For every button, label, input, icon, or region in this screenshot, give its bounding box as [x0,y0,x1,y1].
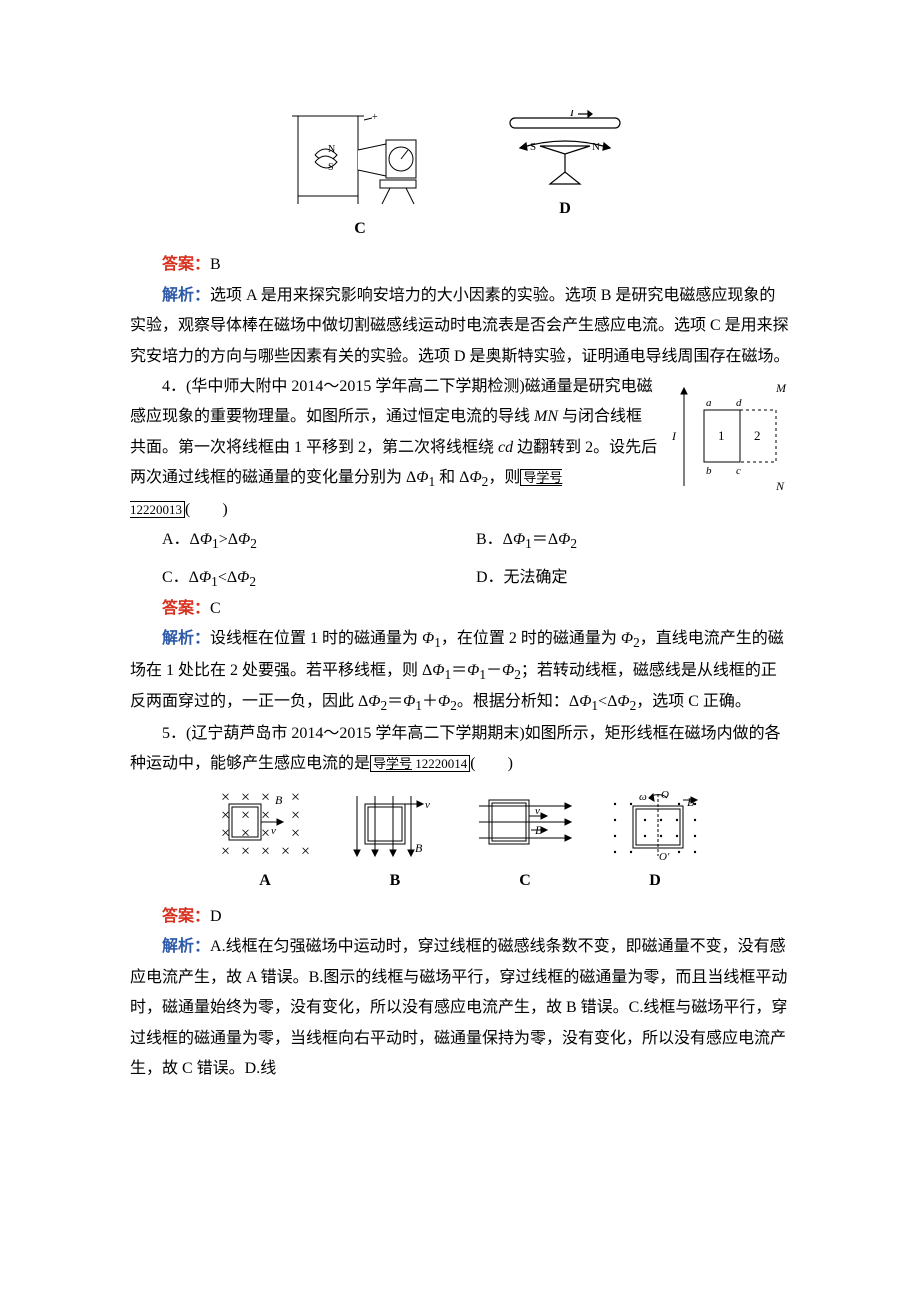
q5-figure-c: v B C [475,790,575,896]
figD-label-S: S [530,141,536,153]
svg-text:c: c [736,465,741,477]
svg-text:×: × [301,843,310,860]
q4-option-a: A．ΔΦ1>ΔΦ2 [162,525,476,557]
q3-figure-row: N S + C I [130,110,790,244]
svg-text:N: N [775,479,785,493]
answer-label: 答案： [162,600,210,617]
svg-text:ω: ω [639,791,647,803]
q4-options: A．ΔΦ1>ΔΦ2 B．ΔΦ1＝ΔΦ2 C．ΔΦ1<ΔΦ2 D．无法确定 [162,525,790,594]
q5-labelB: B [390,866,401,896]
figure-c-container: N S + C [290,110,430,244]
q5-figA-svg: ×××× ×××× ×××× ××××× B v [215,790,315,862]
svg-text:×: × [291,790,300,806]
answer-label: 答案： [162,908,210,925]
svg-text:+: + [372,112,378,123]
svg-text:O′: O′ [659,851,670,862]
q5-figure-a: ×××× ×××× ×××× ××××× B v A [215,790,315,896]
svg-text:×: × [261,825,270,842]
svg-text:1: 1 [718,428,725,443]
q5-answer: D [210,908,222,925]
svg-text:×: × [291,807,300,824]
svg-text:×: × [241,807,250,824]
q5-figure-b: v B B [345,790,445,896]
q4-answer: C [210,600,221,617]
svg-text:S: S [328,162,334,173]
explain-label: 解析： [162,938,210,955]
q5-figC-svg: v B [475,790,575,862]
figure-c-svg: N S + [290,110,430,210]
svg-text:B: B [415,841,423,855]
q4-figure-svg: M N I a d b c 1 2 [670,380,790,495]
q4-option-c: C．ΔΦ1<ΔΦ2 [162,563,476,595]
svg-text:×: × [241,825,250,842]
svg-text:v: v [271,825,276,837]
q4-option-d: D．无法确定 [476,563,790,595]
svg-text:N: N [328,144,335,155]
svg-text:×: × [261,790,270,806]
q5-figure-d: ω O B O′ D [605,790,705,896]
figure-d-container: I S N D [500,110,630,244]
svg-text:×: × [221,843,230,860]
figD-label-N: N [592,141,600,153]
q5-exp-text: A.线框在匀强磁场中运动时，穿过线框的磁感线条数不变，即磁通量不变，没有感应电流… [130,938,787,1077]
q5-answer-line: 答案：D [130,902,790,932]
q3-answer: B [210,256,221,273]
svg-text:×: × [261,807,270,824]
q5-labelA: A [259,866,271,896]
svg-text:d: d [736,397,742,409]
svg-text:B: B [275,793,283,807]
q4-option-b: B．ΔΦ1＝ΔΦ2 [476,525,790,557]
svg-text:×: × [261,843,270,860]
figure-d-svg: I S N [500,110,630,190]
svg-text:b: b [706,465,712,477]
q5-labelC: C [519,866,531,896]
q4-explanation: 解析：设线框在位置 1 时的磁通量为 Φ1，在位置 2 时的磁通量为 Φ2，直线… [130,624,790,719]
q5-explanation: 解析：A.线框在匀强磁场中运动时，穿过线框的磁感线条数不变，即磁通量不变，没有感… [130,932,790,1084]
svg-text:2: 2 [754,428,761,443]
q4-figure: M N I a d b c 1 2 [670,380,790,495]
explain-label: 解析： [162,630,210,647]
q4-block: M N I a d b c 1 2 4．(华中师大附中 2014～2015 学年… [130,372,790,525]
q5-figure-row: ×××× ×××× ×××× ××××× B v A [130,790,790,896]
svg-text:×: × [291,825,300,842]
answer-label: 答案： [162,256,210,273]
explain-label: 解析： [162,287,210,304]
svg-text:O: O [661,790,669,801]
svg-text:×: × [241,843,250,860]
figure-d-label: D [559,194,571,224]
q5-labelD: D [649,866,661,896]
q5-figD-svg: ω O B O′ [605,790,705,862]
svg-text:M: M [775,381,787,395]
svg-text:×: × [281,843,290,860]
svg-text:I: I [671,429,677,443]
q3-explanation: 解析：选项 A 是用来探究影响安培力的大小因素的实验。选项 B 是研究电磁感应现… [130,281,790,372]
figure-c-label: C [354,214,366,244]
q5-stem: 5．(辽宁葫芦岛市 2014～2015 学年高二下学期期末)如图所示，矩形线框在… [130,719,790,780]
q5-figB-svg: v B [345,790,445,862]
q3-answer-line: 答案：B [130,250,790,280]
svg-text:v: v [425,799,430,811]
q4-answer-line: 答案：C [130,594,790,624]
svg-text:v: v [535,805,540,817]
q3-exp-text: 选项 A 是用来探究影响安培力的大小因素的实验。选项 B 是研究电磁感应现象的实… [130,287,790,365]
svg-text:a: a [706,397,712,409]
study-id-box: 导学号 12220014 [370,755,470,772]
